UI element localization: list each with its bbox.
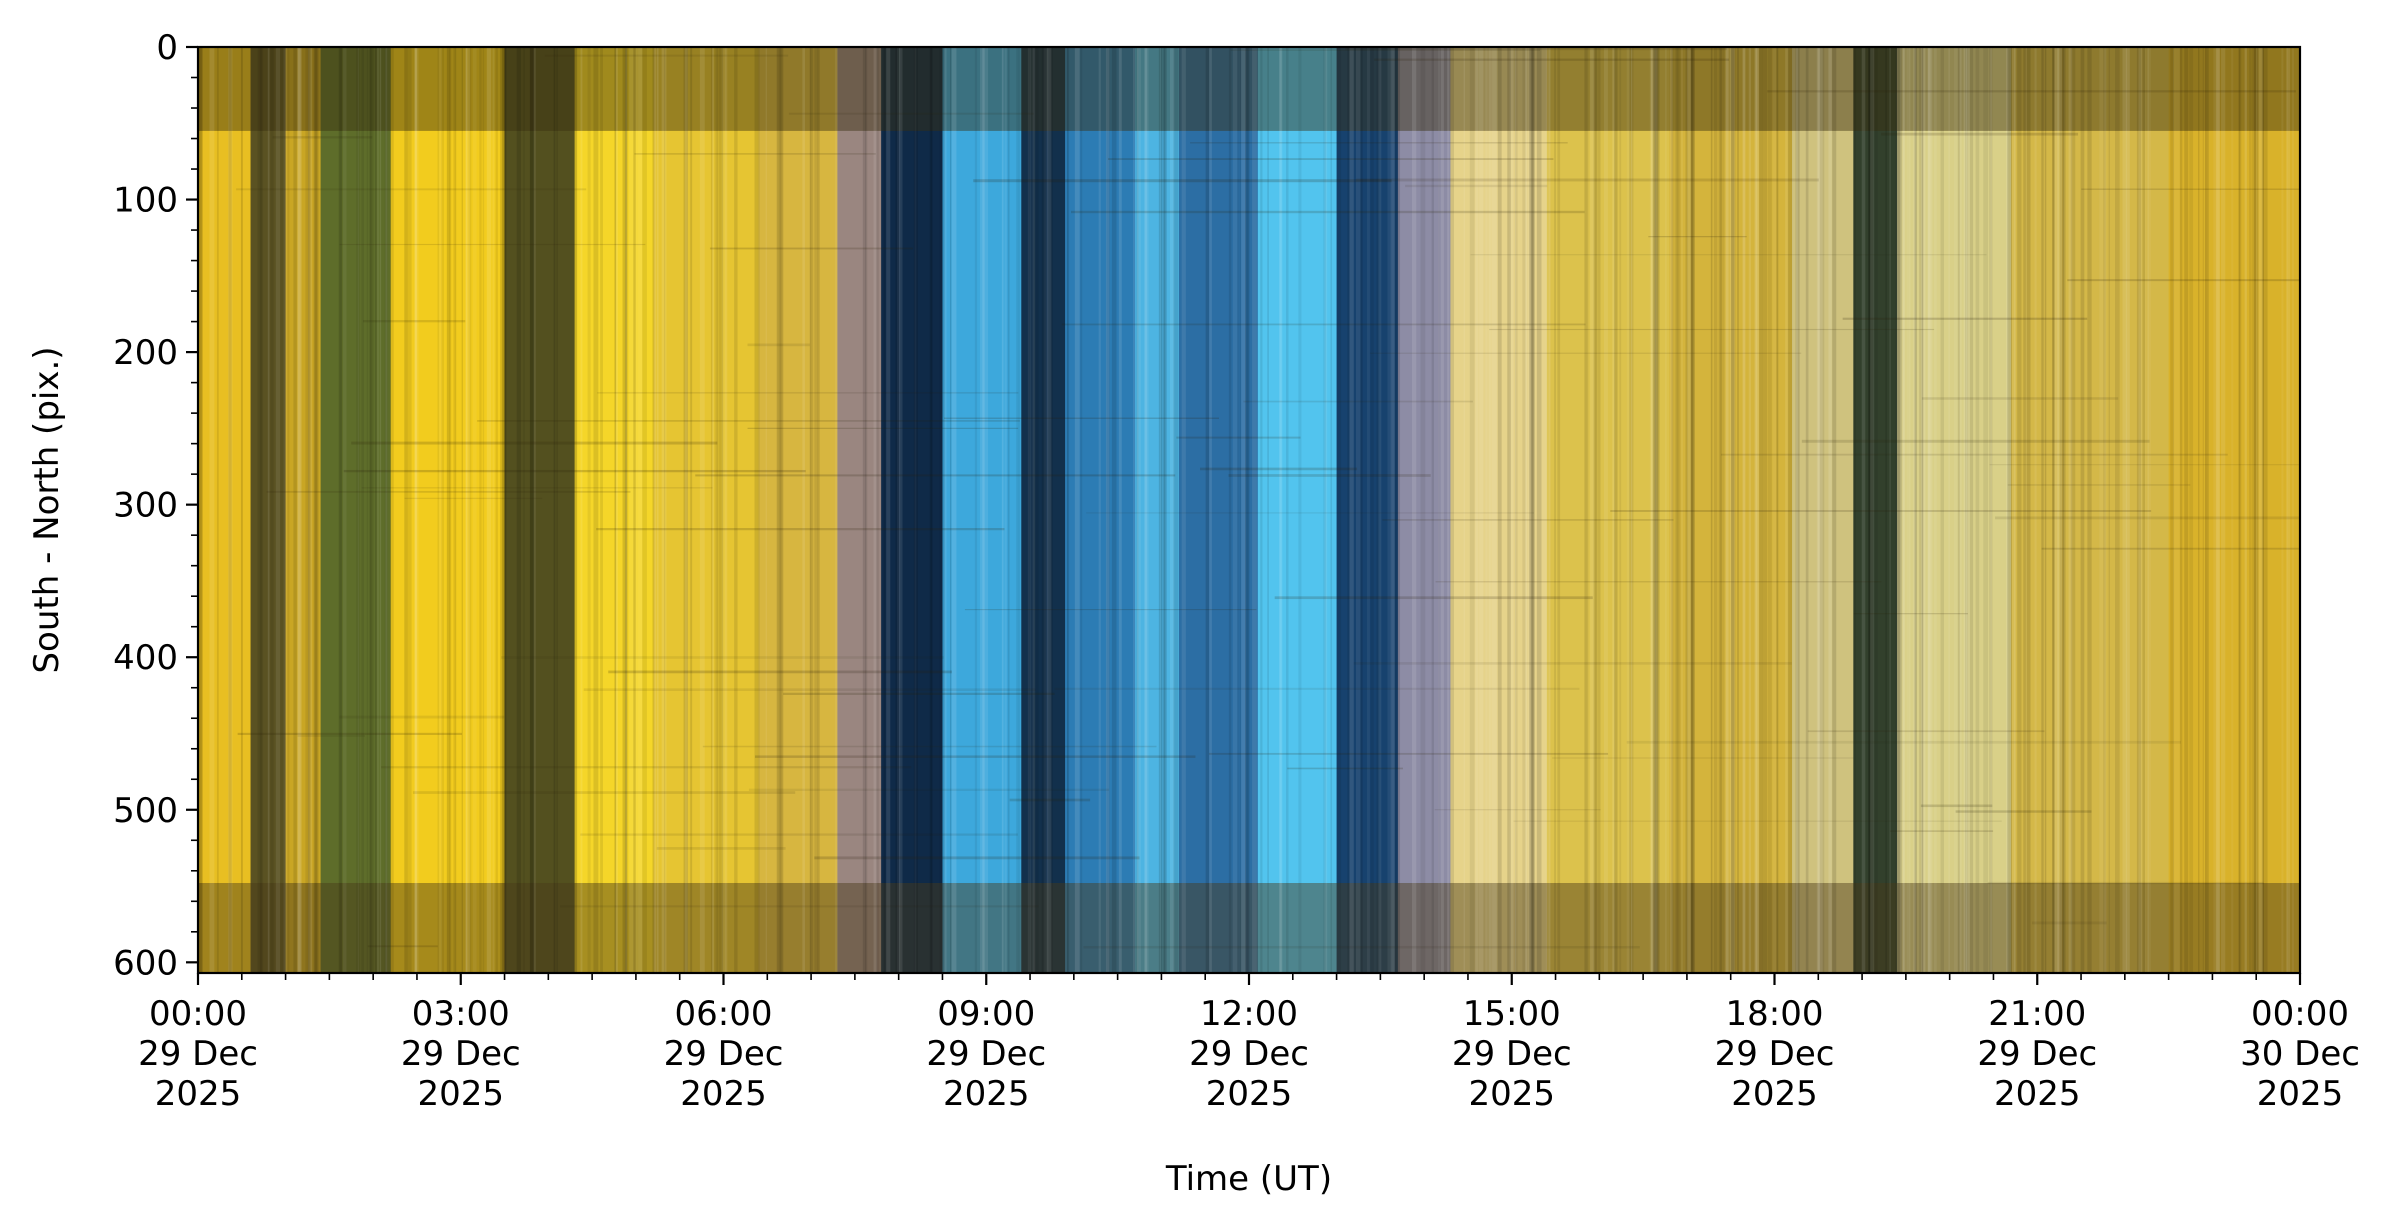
streak-texture [198,47,2300,973]
sky-band-4 [390,47,506,973]
sky-band-25 [2010,47,2170,973]
x-tick-label: 21:00 29 Dec 2025 [1977,994,2097,1114]
sky-band-8 [758,47,838,973]
sky-band-9 [837,47,882,973]
y-axis-label: South - North (pix.) [27,346,67,673]
sky-band-5 [504,47,576,973]
x-tick-label: 09:00 29 Dec 2025 [926,994,1046,1114]
y-tick-label: 400 [113,638,178,678]
sky-band-2 [285,47,322,973]
sky-band-26 [2168,47,2300,973]
sky-band-21 [1669,47,1793,973]
x-tick-label: 03:00 29 Dec 2025 [401,994,521,1114]
sky-band-17 [1336,47,1399,973]
sky-band-15 [1178,47,1259,973]
sky-band-0 [198,47,252,973]
x-tick-label: 18:00 29 Dec 2025 [1715,994,1835,1114]
horizon-band-1 [198,882,2300,973]
y-tick-label: 300 [113,486,178,526]
x-axis-label: Time (UT) [1165,1159,1332,1199]
x-tick-label: 12:00 29 Dec 2025 [1189,994,1309,1114]
sky-band-22 [1792,47,1854,973]
y-tick-label: 0 [156,28,178,68]
sky-band-20 [1546,47,1670,973]
sky-band-14 [1135,47,1180,973]
sky-band-11 [942,47,1022,973]
y-tick-label: 200 [113,333,178,373]
plot-area [198,47,2300,973]
sky-band-10 [881,47,943,973]
sky-band-18 [1397,47,1451,973]
y-tick-label: 100 [113,181,178,221]
x-tick-label: 15:00 29 Dec 2025 [1452,994,1572,1114]
sky-band-6 [574,47,654,973]
x-tick-label: 06:00 29 Dec 2025 [664,994,784,1114]
sky-band-1 [250,47,287,973]
y-tick-label: 500 [113,791,178,831]
x-tick-label: 00:00 30 Dec 2025 [2240,994,2360,1114]
y-tick-label: 600 [113,943,178,983]
x-axis: 00:00 29 Dec 2025 03:00 29 Dec 2025 06:00 29 De… [138,973,2360,1114]
sky-band-13 [1065,47,1136,973]
sky-band-12 [1021,47,1066,973]
y-axis: 0 100 200 300 400 500 600 [113,28,198,983]
x-tick-label: 00:00 29 Dec 2025 [138,994,258,1114]
sky-band-16 [1257,47,1338,973]
sky-band-19 [1450,47,1548,973]
sky-band-3 [320,47,392,973]
sky-band-24 [1897,47,2012,973]
sky-band-7 [653,47,760,973]
horizon-band-0 [198,47,2300,131]
sky-band-23 [1853,47,1898,973]
